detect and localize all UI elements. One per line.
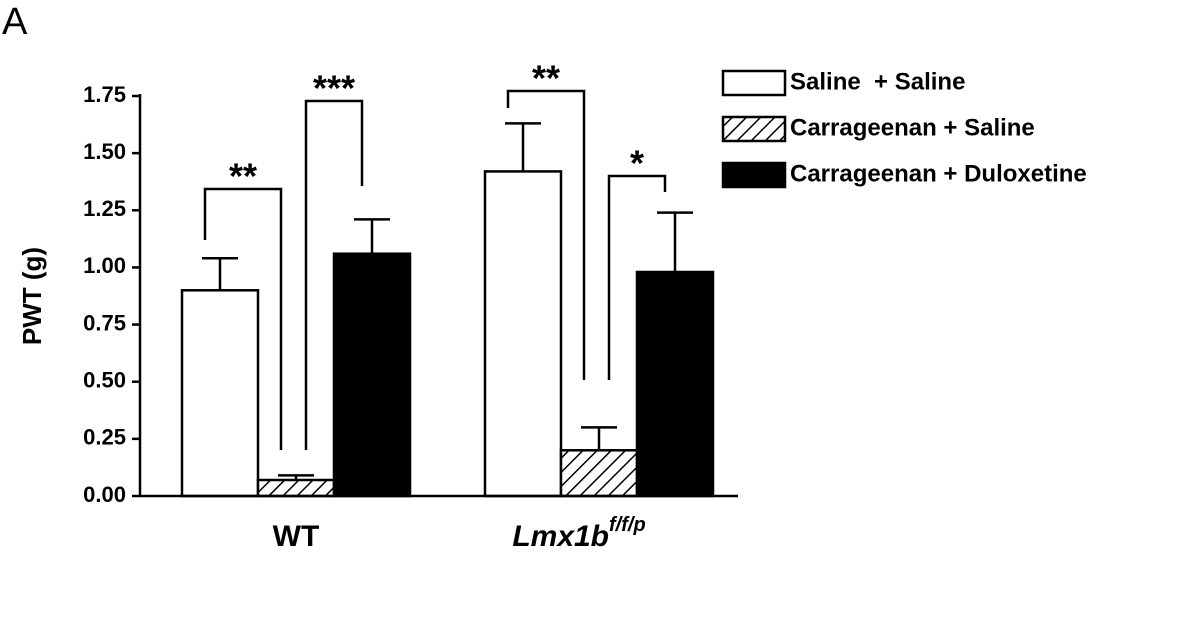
bar [256,478,336,498]
y-tick-label: 0.50 [83,368,126,393]
bar [635,270,715,498]
significance-bracket [203,187,283,450]
y-tick-label: 1.50 [83,139,126,164]
y-tick-label: 0.00 [83,482,126,507]
category-name: Lmx1b [512,520,609,553]
y-tick-label: 0.25 [83,425,126,450]
y-axis-label: PWT (g) [17,247,47,345]
legend-label: Carrageenan + Saline [790,114,1035,141]
significance-bracket [607,174,667,380]
significance-bracket [506,89,586,380]
significance-bracket [304,99,364,450]
significance-label: ** [229,156,257,197]
bar [180,289,260,498]
legend-swatch [721,115,787,143]
x-tick-label: WT [273,520,320,553]
y-tick-label: 1.00 [83,253,126,278]
legend-swatch [721,69,787,97]
significance-label: * [630,143,644,184]
legend-label: Saline + Saline [790,68,965,95]
category-name: WT [273,520,320,553]
bar [559,449,639,498]
y-tick-label: 1.25 [83,196,126,221]
significance-label: ** [532,58,560,99]
y-tick-label: 0.75 [83,310,126,335]
legend-swatch [721,161,787,189]
bar [483,170,563,498]
panel-label: A [2,1,28,43]
significance-label: *** [313,68,355,109]
x-tick-label: Lmx1bf/f/p [512,514,645,553]
bar [332,252,412,498]
legend-label: Carrageenan + Duloxetine [790,160,1087,187]
y-tick-label: 1.75 [83,82,126,107]
category-superscript: f/f/p [609,514,646,536]
